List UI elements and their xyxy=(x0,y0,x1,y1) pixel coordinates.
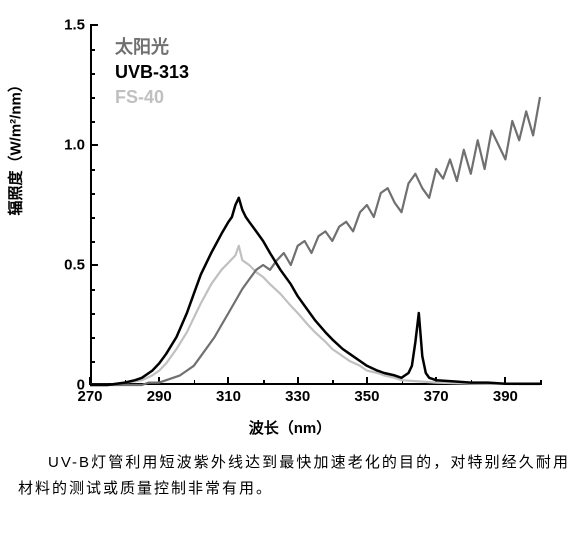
y-tick-label: 0.5 xyxy=(50,257,85,274)
legend-sunlight: 太阳光 xyxy=(115,35,189,60)
y-tick-label: 1.0 xyxy=(50,137,85,154)
legend-fs40: FS-40 xyxy=(115,85,189,110)
x-tick-label: 390 xyxy=(493,388,518,405)
x-tick-label: 350 xyxy=(354,388,379,405)
x-tick-label: 370 xyxy=(424,388,449,405)
x-tick-label: 270 xyxy=(77,388,102,405)
legend: 太阳光 UVB-313 FS-40 xyxy=(115,35,189,111)
caption-text: UV-B灯管利用短波紫外线达到最快加速老化的目的，对特别经久耐用材料的测试或质量… xyxy=(10,450,578,501)
series-uvb313 xyxy=(90,198,540,385)
chart-container: 辐照度（W/m²/nm） 波长（nm） 00.51.01.5 270290310… xyxy=(10,10,570,440)
x-axis-label: 波长（nm） xyxy=(249,417,332,438)
caption-content: UV-B灯管利用短波紫外线达到最快加速老化的目的，对特别经久耐用材料的测试或质量… xyxy=(18,454,570,497)
x-tick-label: 290 xyxy=(147,388,172,405)
x-tick-label: 330 xyxy=(285,388,310,405)
x-tick-label: 310 xyxy=(216,388,241,405)
y-axis-label: 辐照度（W/m²/nm） xyxy=(5,77,26,215)
y-tick-label: 1.5 xyxy=(50,17,85,34)
series-sunlight xyxy=(90,97,540,385)
legend-uvb313: UVB-313 xyxy=(115,60,189,85)
